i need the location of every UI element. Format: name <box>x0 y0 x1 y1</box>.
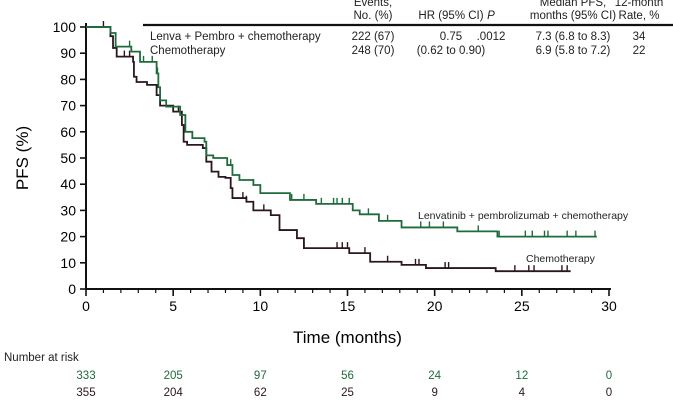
row-label: Lenva + Pembro + chemotherapy <box>150 31 321 43</box>
y-tick-label: 60 <box>60 124 76 140</box>
y-tick-label: 50 <box>60 150 76 166</box>
y-tick-label: 40 <box>60 176 76 192</box>
y-tick-label: 20 <box>60 229 76 245</box>
median-cell: 6.9 (5.8 to 7.2) <box>535 45 611 57</box>
number-at-risk-value: 355 <box>76 387 96 399</box>
number-at-risk-value: 9 <box>431 387 438 399</box>
events-cell: 222 (67) <box>351 31 395 43</box>
table-header: HR (95% CI) <box>418 10 484 22</box>
number-at-risk-value: 4 <box>518 387 526 399</box>
number-at-risk-value: 204 <box>163 387 183 399</box>
table-header: P <box>487 10 495 22</box>
hr-cell: (0.62 to 0.90) <box>416 45 486 57</box>
y-tick-label: 90 <box>60 45 76 61</box>
x-tick-label: 0 <box>82 298 90 314</box>
x-tick-label: 25 <box>514 298 530 314</box>
x-tick-label: 20 <box>427 298 443 314</box>
number-at-risk-value: 56 <box>341 370 354 382</box>
x-tick-label: 15 <box>340 298 356 314</box>
number-at-risk-value: 333 <box>76 370 96 382</box>
y-tick-label: 100 <box>53 19 77 35</box>
y-axis-label: PFS (%) <box>13 126 32 190</box>
y-tick-label: 0 <box>68 281 76 297</box>
x-axis-label: Time (months) <box>293 328 402 347</box>
treatment-curve-label: Lenvatinib + pembrolizumab + chemotherap… <box>418 210 629 222</box>
x-tick-label: 30 <box>601 298 617 314</box>
rate12-cell: 22 <box>632 45 646 57</box>
row-label: Chemotherapy <box>150 45 226 57</box>
number-at-risk-value: 12 <box>515 370 529 382</box>
control-curve <box>86 26 571 273</box>
number-at-risk-value: 24 <box>428 370 442 382</box>
x-tick-label: 10 <box>253 298 269 314</box>
table-header: Events, No. (%) <box>353 0 393 22</box>
number-at-risk-value: 25 <box>341 387 354 399</box>
events-cell: 248 (70) <box>351 45 395 57</box>
control-curve-label: Chemotherapy <box>526 253 596 265</box>
y-tick-label: 80 <box>60 71 76 87</box>
number-at-risk-value: 62 <box>253 387 267 399</box>
x-tick-label: 5 <box>169 298 177 314</box>
hr-cell: 0.75 <box>439 31 463 43</box>
treatment-curve <box>86 26 597 238</box>
number-at-risk-value: 0 <box>605 370 613 382</box>
number-at-risk-title: Number at risk <box>4 352 79 364</box>
table-header: 12-month Rate, % <box>614 0 664 22</box>
median-cell: 7.3 (6.8 to 8.3) <box>535 31 611 43</box>
number-at-risk-value: 205 <box>163 370 183 382</box>
y-tick-label: 30 <box>60 202 76 218</box>
number-at-risk-value: 0 <box>605 387 613 399</box>
table-header: Median PFS, months (95% CI) <box>529 0 617 22</box>
y-tick-label: 10 <box>60 255 76 271</box>
number-at-risk-value: 97 <box>253 370 267 382</box>
p-value-cell: .0012 <box>476 31 506 43</box>
y-tick-label: 70 <box>60 98 76 114</box>
rate12-cell: 34 <box>632 31 646 43</box>
